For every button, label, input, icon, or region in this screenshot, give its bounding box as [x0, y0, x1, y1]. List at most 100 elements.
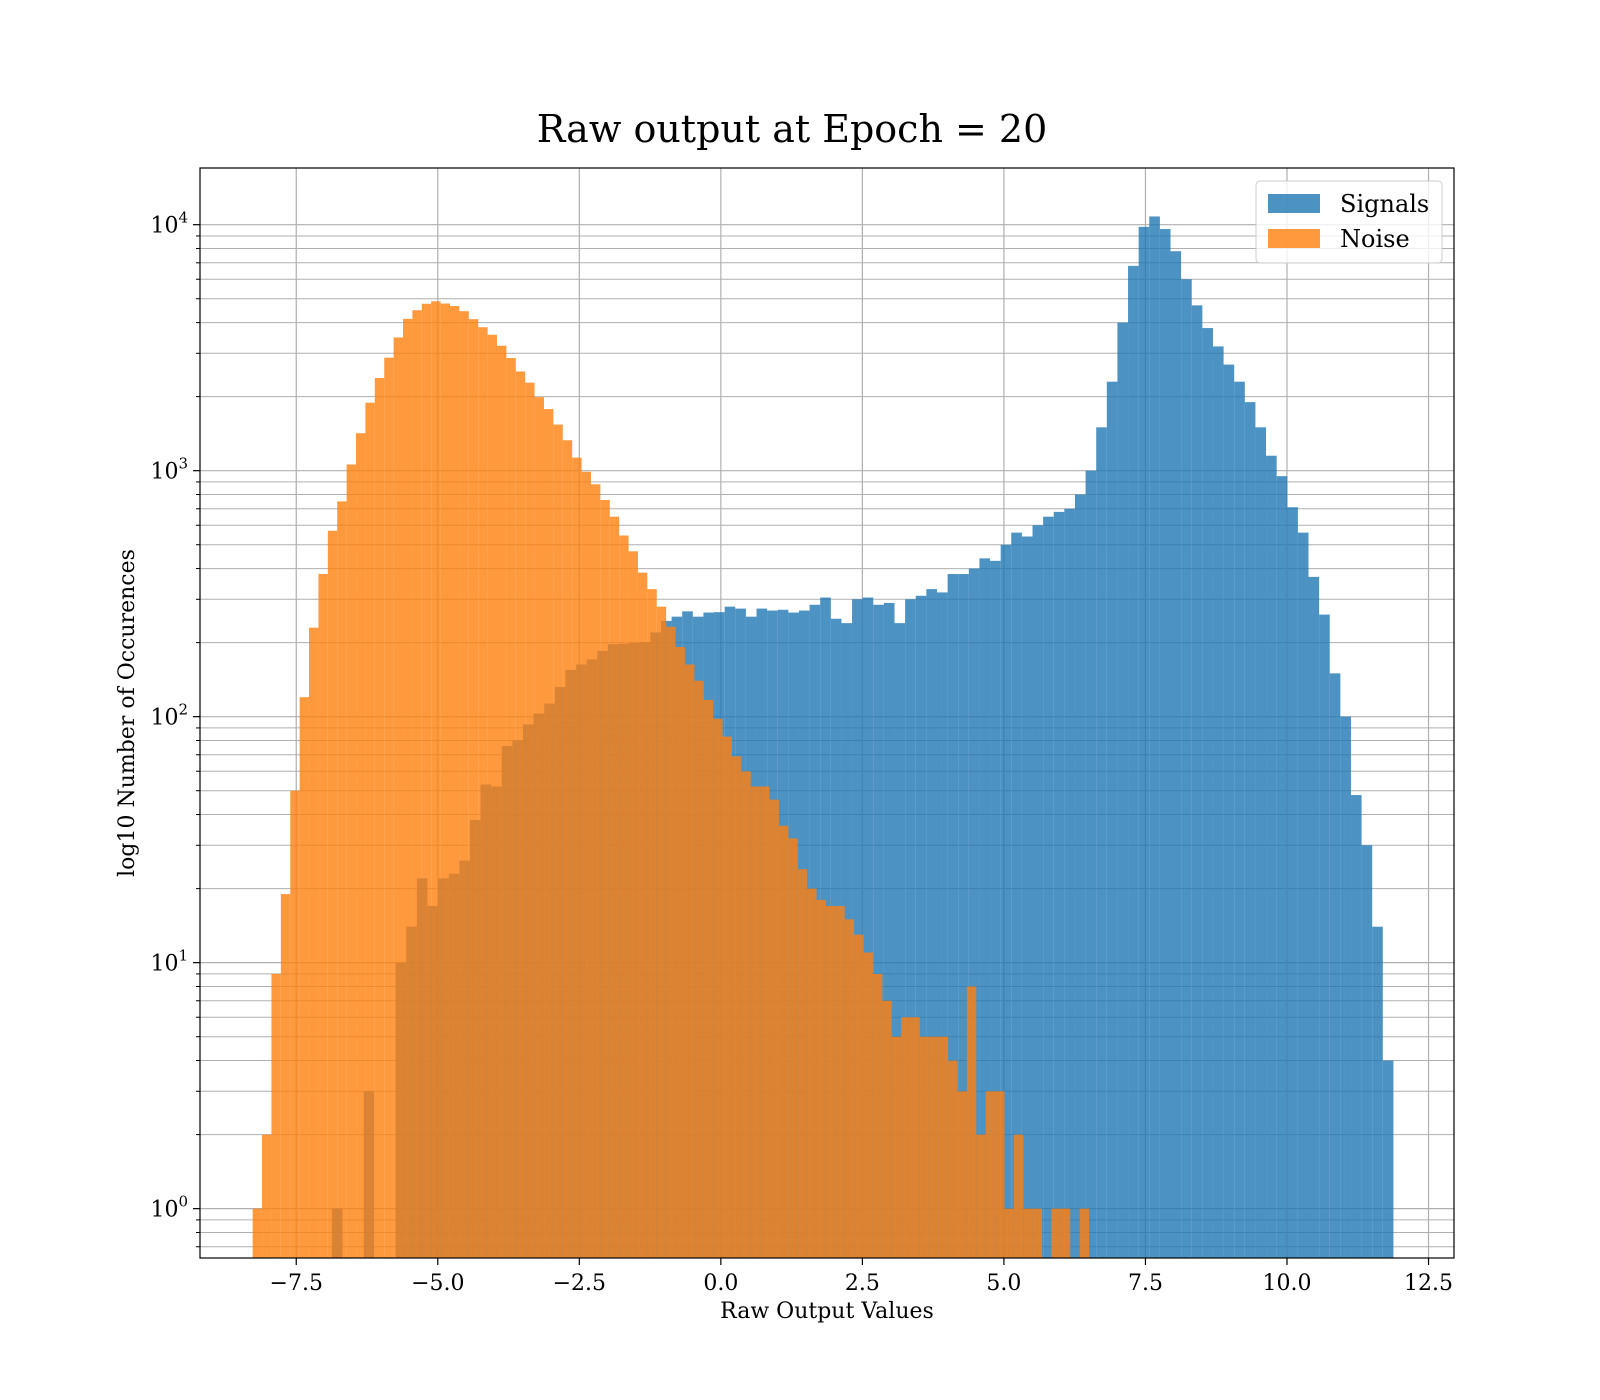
x-tick-label: 5.0	[986, 1271, 1021, 1296]
bar-signals	[1128, 265, 1139, 1258]
series-noise	[252, 301, 1090, 1258]
bar-noise	[299, 697, 310, 1258]
bar-noise	[722, 736, 732, 1258]
bar-noise	[684, 664, 695, 1258]
bar-noise	[1013, 1134, 1024, 1258]
bar-noise	[309, 627, 319, 1258]
bar-signals	[1329, 673, 1341, 1258]
bar-signals	[1181, 279, 1192, 1258]
y-tick-label: 103	[150, 455, 188, 485]
plot-frame	[199, 167, 1455, 1259]
x-tick-label: 2.5	[845, 1271, 880, 1296]
bar-signals	[1170, 251, 1182, 1258]
bar-noise	[1023, 1208, 1033, 1258]
bar-noise	[543, 409, 554, 1258]
bar-noise	[1051, 1208, 1061, 1258]
bar-signals	[1106, 381, 1118, 1258]
bar-noise	[393, 337, 404, 1258]
legend-swatch-noise	[1268, 229, 1320, 248]
bar-noise	[346, 464, 357, 1258]
bar-noise	[421, 303, 432, 1258]
bar-noise	[318, 574, 328, 1258]
bar-signals	[1382, 1060, 1394, 1258]
bar-noise	[496, 345, 507, 1258]
bar-noise	[468, 319, 479, 1258]
bar-signals	[990, 560, 1001, 1258]
bar-noise	[619, 535, 629, 1258]
bar-signals	[1074, 494, 1086, 1258]
bar-noise	[562, 440, 573, 1258]
bar-signals	[947, 574, 959, 1258]
bar-signals	[1159, 229, 1171, 1258]
bar-noise	[694, 680, 704, 1258]
bar-noise	[1079, 1208, 1090, 1258]
bar-noise	[807, 888, 817, 1258]
bar-noise	[252, 1208, 263, 1258]
bar-noise	[525, 382, 535, 1258]
bar-noise	[938, 1036, 949, 1258]
bar-noise	[816, 899, 826, 1258]
x-tick-label: 7.5	[1128, 1271, 1163, 1296]
bar-noise	[431, 301, 441, 1258]
bar-signals	[1085, 470, 1097, 1258]
bar-signals	[1234, 381, 1245, 1258]
bar-signals	[1276, 476, 1288, 1258]
bar-noise	[384, 357, 394, 1258]
bar-signals	[1244, 402, 1256, 1258]
bar-noise	[262, 1134, 272, 1258]
bar-noise	[271, 973, 281, 1258]
bar-noise	[797, 869, 808, 1258]
bar-signals	[905, 599, 916, 1258]
bar-noise	[769, 799, 779, 1258]
bar-signals	[1191, 305, 1203, 1258]
bar-noise	[929, 1036, 939, 1258]
x-tick-label: −7.5	[270, 1271, 323, 1296]
legend-swatch-signals	[1268, 194, 1320, 213]
bar-noise	[656, 606, 667, 1258]
bar-noise	[534, 397, 544, 1258]
bar-noise	[337, 501, 347, 1258]
bar-noise	[290, 790, 300, 1258]
x-tick-label: 0.0	[703, 1271, 738, 1296]
y-axis-ticks: 100 101 102 103 104	[150, 209, 200, 1248]
bar-signals	[979, 558, 991, 1258]
bar-signals	[852, 599, 863, 1258]
legend: Signals Noise	[1255, 180, 1443, 264]
bar-signals	[1361, 845, 1373, 1258]
bar-signals	[915, 595, 927, 1258]
bar-noise	[412, 310, 422, 1258]
y-tick-label: 100	[150, 1193, 188, 1223]
bar-signals	[1202, 328, 1213, 1258]
bar-signals	[968, 568, 980, 1258]
x-tick-label: −5.0	[411, 1271, 464, 1296]
bar-noise	[863, 952, 873, 1258]
bar-noise	[515, 371, 526, 1258]
bar-signals	[894, 623, 906, 1258]
bar-noise	[872, 973, 883, 1258]
bar-noise	[609, 516, 620, 1258]
bar-noise	[910, 1017, 920, 1258]
bar-signals	[1000, 544, 1012, 1258]
bar-noise	[628, 551, 638, 1258]
bar-signals	[958, 574, 969, 1258]
x-axis-ticks: −7.5 −5.0 −2.5 0.0 2.5 5.0 7.5 10.0 12.5	[270, 1258, 1453, 1296]
bar-signals	[1266, 455, 1277, 1258]
bar-noise	[450, 306, 460, 1258]
bar-signals	[1319, 614, 1330, 1258]
bar-noise	[957, 1091, 967, 1258]
bar-noise	[440, 303, 451, 1258]
bar-noise	[919, 1036, 930, 1258]
legend-label-noise: Noise	[1340, 225, 1410, 253]
bar-noise	[995, 1091, 1005, 1258]
bar-signals	[926, 589, 937, 1258]
bar-noise	[365, 402, 375, 1258]
bar-noise	[948, 1060, 958, 1258]
bar-signals	[1043, 516, 1054, 1258]
bar-signals	[936, 592, 948, 1258]
bar-noise	[1032, 1208, 1043, 1258]
bar-noise	[572, 457, 582, 1258]
bar-signals	[1340, 716, 1351, 1258]
bar-signals	[862, 597, 874, 1258]
bar-noise	[675, 646, 685, 1258]
bar-signals	[1138, 226, 1150, 1258]
